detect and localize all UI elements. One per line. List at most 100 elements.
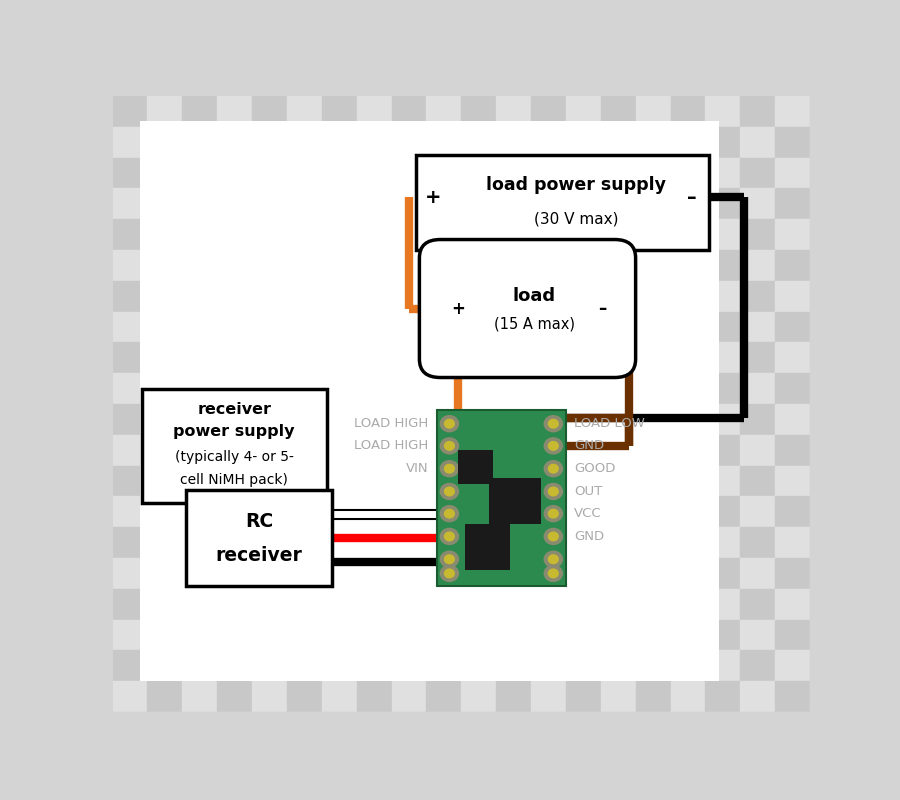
- Circle shape: [548, 510, 558, 518]
- Bar: [252, 589, 287, 619]
- Bar: [392, 496, 427, 527]
- Bar: [112, 558, 148, 589]
- Bar: [531, 126, 566, 158]
- Bar: [356, 158, 392, 189]
- Bar: [810, 558, 845, 589]
- Bar: [356, 219, 392, 250]
- Bar: [740, 682, 775, 712]
- Bar: [112, 126, 148, 158]
- Bar: [148, 250, 182, 281]
- Bar: [531, 404, 566, 435]
- Bar: [531, 188, 566, 219]
- Bar: [601, 496, 635, 527]
- Bar: [182, 281, 217, 312]
- Bar: [775, 712, 810, 742]
- Bar: [531, 435, 566, 466]
- Bar: [356, 281, 392, 312]
- Bar: [496, 158, 531, 189]
- Bar: [287, 496, 322, 527]
- Bar: [182, 219, 217, 250]
- Bar: [356, 558, 392, 589]
- Bar: [775, 281, 810, 312]
- Text: LOAD LOW: LOAD LOW: [574, 418, 645, 430]
- Bar: [845, 496, 880, 527]
- Bar: [217, 250, 252, 281]
- Circle shape: [544, 551, 562, 567]
- Bar: [148, 342, 182, 373]
- Bar: [356, 96, 392, 126]
- Bar: [392, 342, 427, 373]
- Bar: [356, 589, 392, 619]
- Bar: [706, 619, 741, 650]
- Bar: [740, 558, 775, 589]
- Circle shape: [445, 442, 455, 450]
- Bar: [496, 650, 531, 682]
- Bar: [427, 312, 461, 342]
- Bar: [217, 281, 252, 312]
- Bar: [601, 158, 635, 189]
- Bar: [112, 650, 148, 682]
- Bar: [458, 450, 492, 484]
- Circle shape: [445, 510, 455, 518]
- Bar: [287, 188, 322, 219]
- Bar: [845, 743, 880, 774]
- Bar: [427, 126, 461, 158]
- Bar: [252, 650, 287, 682]
- Bar: [427, 589, 461, 619]
- Bar: [566, 743, 601, 774]
- Bar: [287, 96, 322, 126]
- Bar: [845, 312, 880, 342]
- Bar: [670, 188, 706, 219]
- Bar: [356, 650, 392, 682]
- Bar: [112, 743, 148, 774]
- Bar: [810, 589, 845, 619]
- Bar: [531, 650, 566, 682]
- Bar: [322, 312, 356, 342]
- Bar: [252, 558, 287, 589]
- Text: load power supply: load power supply: [486, 176, 666, 194]
- Circle shape: [445, 487, 455, 496]
- Text: VIN: VIN: [406, 462, 428, 475]
- Text: load: load: [513, 287, 556, 305]
- Bar: [461, 743, 496, 774]
- Bar: [635, 219, 670, 250]
- Bar: [427, 219, 461, 250]
- Bar: [427, 650, 461, 682]
- Bar: [845, 619, 880, 650]
- Bar: [531, 281, 566, 312]
- Text: (30 V max): (30 V max): [534, 212, 618, 227]
- Bar: [670, 404, 706, 435]
- Bar: [635, 712, 670, 742]
- Bar: [496, 682, 531, 712]
- FancyBboxPatch shape: [140, 121, 719, 682]
- Bar: [601, 250, 635, 281]
- Bar: [252, 281, 287, 312]
- Text: +: +: [451, 299, 464, 318]
- Bar: [740, 466, 775, 496]
- Bar: [427, 527, 461, 558]
- Bar: [461, 466, 496, 496]
- Bar: [461, 558, 496, 589]
- Bar: [461, 496, 496, 527]
- Bar: [148, 158, 182, 189]
- Bar: [601, 743, 635, 774]
- Text: receiver: receiver: [215, 546, 302, 565]
- Bar: [356, 188, 392, 219]
- Bar: [427, 712, 461, 742]
- Bar: [217, 619, 252, 650]
- Bar: [706, 404, 741, 435]
- Bar: [252, 126, 287, 158]
- Bar: [112, 96, 148, 126]
- Bar: [461, 281, 496, 312]
- Circle shape: [548, 442, 558, 450]
- Circle shape: [544, 529, 562, 545]
- Bar: [392, 404, 427, 435]
- Bar: [810, 342, 845, 373]
- Bar: [427, 404, 461, 435]
- Bar: [810, 527, 845, 558]
- Circle shape: [440, 506, 458, 522]
- Bar: [182, 312, 217, 342]
- Bar: [635, 126, 670, 158]
- Bar: [810, 619, 845, 650]
- Bar: [356, 250, 392, 281]
